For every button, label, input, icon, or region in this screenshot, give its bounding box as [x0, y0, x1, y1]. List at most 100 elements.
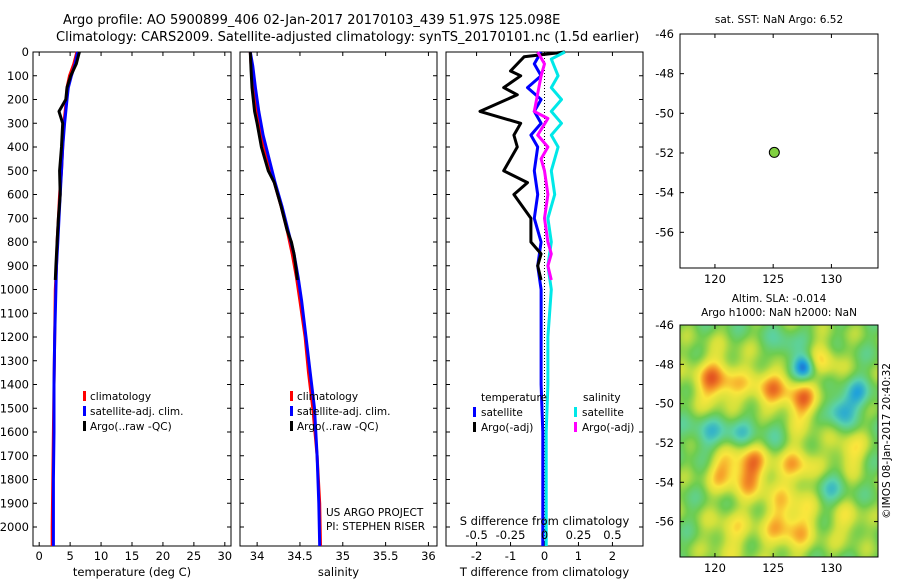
y-tick-label: 600 — [7, 188, 29, 202]
x-tick-label: 34.5 — [287, 549, 313, 563]
y-tick-label: -50 — [655, 397, 674, 411]
y-tick-label: 1200 — [0, 330, 29, 344]
legend-swatch — [83, 406, 86, 416]
legend-label: Argo(-adj) — [582, 422, 634, 434]
y-tick-label: 2000 — [0, 520, 29, 534]
legend-swatch — [290, 421, 293, 431]
x-tick-label: 120 — [704, 272, 726, 286]
plot-frame — [239, 51, 438, 547]
x-tick-label: 35 — [335, 549, 350, 563]
x-tick-label: 15 — [125, 549, 140, 563]
x-tick-label: 130 — [820, 561, 842, 575]
y-tick-label: 1500 — [0, 401, 29, 415]
timestamp-label: ©IMOS 08-Jan-2017 20:40:32 — [881, 363, 893, 519]
x-tick-label-top: 0 — [541, 528, 548, 542]
annotation-pi: PI: STEPHEN RISER — [326, 521, 425, 533]
x-tick-label: 125 — [762, 561, 784, 575]
y-tick-label: 500 — [7, 164, 29, 178]
y-tick-label: 1400 — [0, 378, 29, 392]
y-tick-label: 400 — [7, 140, 29, 154]
header-line1: Argo profile: AO 5900899_406 02-Jan-2017… — [63, 13, 560, 28]
y-tick-label: -54 — [655, 475, 674, 489]
legend-label: satellite — [582, 407, 624, 419]
panel-sla_map: -46 -48 -50 -52 -54 -56 120 125 130 Altim. SLA: -… — [655, 293, 893, 575]
x-tick-label: 30 — [217, 549, 232, 563]
legend-label: climatology — [90, 391, 151, 403]
x-tick-label: 2 — [609, 549, 616, 563]
x-tick-label: 5 — [66, 549, 73, 563]
map-title: sat. SST: NaN Argo: 6.52 — [715, 14, 843, 26]
x-tick-label-top: -0.5 — [465, 528, 487, 542]
y-tick-label: -46 — [655, 27, 674, 41]
x-tick-label: 1 — [575, 549, 582, 563]
x-tick-label-top: -0.25 — [496, 528, 526, 542]
legend-label: Argo(..raw -QC) — [297, 421, 379, 433]
y-tick-label: 1700 — [0, 449, 29, 463]
x-tick-label: 36 — [421, 549, 436, 563]
series-line — [248, 51, 322, 547]
annotation-project: US ARGO PROJECT — [326, 507, 424, 519]
x-tick-label: 20 — [156, 549, 171, 563]
series-line — [532, 51, 553, 281]
y-tick-label: 1300 — [0, 354, 29, 368]
x-tick-label: 0 — [36, 549, 43, 563]
y-tick-label: 800 — [7, 235, 29, 249]
panel-salinity: 34 34.5 35 35.5 36 salinity climatology satelli… — [239, 51, 438, 579]
y-tick-label: 0 — [22, 45, 29, 59]
series-line — [544, 50, 566, 546]
x-tick-label: 120 — [704, 561, 726, 575]
map-frame — [679, 324, 879, 558]
legend-swatch — [473, 422, 476, 432]
map-title: Altim. SLA: -0.014 — [732, 293, 827, 305]
panel-temperature: 0100200300400500600700800900100011001200… — [0, 45, 232, 579]
header-line2: Climatology: CARS2009. Satellite-adjuste… — [56, 30, 639, 45]
series-line — [248, 51, 299, 281]
x-axis-label: T difference from climatology — [459, 565, 630, 579]
legend-swatch — [290, 391, 293, 401]
x-tick-label: 34 — [250, 549, 265, 563]
y-tick-label: -54 — [655, 186, 674, 200]
x-tick-label-top: 0.5 — [603, 528, 621, 542]
y-tick-label: -52 — [655, 436, 674, 450]
x-tick-label-top: 0.25 — [566, 528, 592, 542]
legend-label: Argo(..raw -QC) — [90, 421, 172, 433]
x-axis-label: temperature (deg C) — [73, 565, 191, 579]
x-axis-label: salinity — [318, 565, 359, 579]
x-tick-label: 25 — [187, 549, 202, 563]
legend-title: salinity — [583, 392, 621, 404]
argo-position-marker — [768, 146, 780, 158]
legend-swatch — [83, 421, 86, 431]
series-line — [526, 51, 545, 546]
x-tick-label: -1 — [505, 549, 516, 563]
y-tick-label: -52 — [655, 146, 674, 160]
x-tick-label: 0 — [541, 549, 548, 563]
y-tick-label: 1100 — [0, 306, 29, 320]
y-tick-label: -56 — [655, 225, 674, 239]
x-tick-label: 10 — [94, 549, 109, 563]
y-tick-label: -48 — [655, 67, 674, 81]
y-tick-label: 100 — [7, 69, 29, 83]
x-tick-label: 35.5 — [373, 549, 399, 563]
legend-title: temperature — [481, 392, 547, 404]
legend-label: satellite — [481, 407, 523, 419]
x-tick-label: -2 — [471, 549, 482, 563]
panel-sst_map: -46 -48 -50 -52 -54 -56 120 125 130 sat. SST: NaN… — [655, 14, 879, 286]
y-tick-label: 1800 — [0, 473, 29, 487]
legend-swatch — [473, 407, 476, 417]
y-tick-label: 1000 — [0, 283, 29, 297]
series-line — [53, 51, 81, 281]
y-tick-label: -56 — [655, 515, 674, 529]
x-tick-label: 125 — [762, 272, 784, 286]
legend-swatch — [83, 391, 86, 401]
y-tick-label: -50 — [655, 106, 674, 120]
legend-label: satellite-adj. clim. — [90, 406, 183, 418]
series-line — [478, 50, 566, 281]
legend-label: Argo(-adj) — [481, 422, 533, 434]
legend-swatch — [574, 407, 577, 417]
y-tick-label: 1600 — [0, 425, 29, 439]
y-tick-label: 900 — [7, 259, 29, 273]
y-tick-label: -48 — [655, 357, 674, 371]
y-tick-label: 700 — [7, 211, 29, 225]
y-tick-label: 300 — [7, 116, 29, 130]
